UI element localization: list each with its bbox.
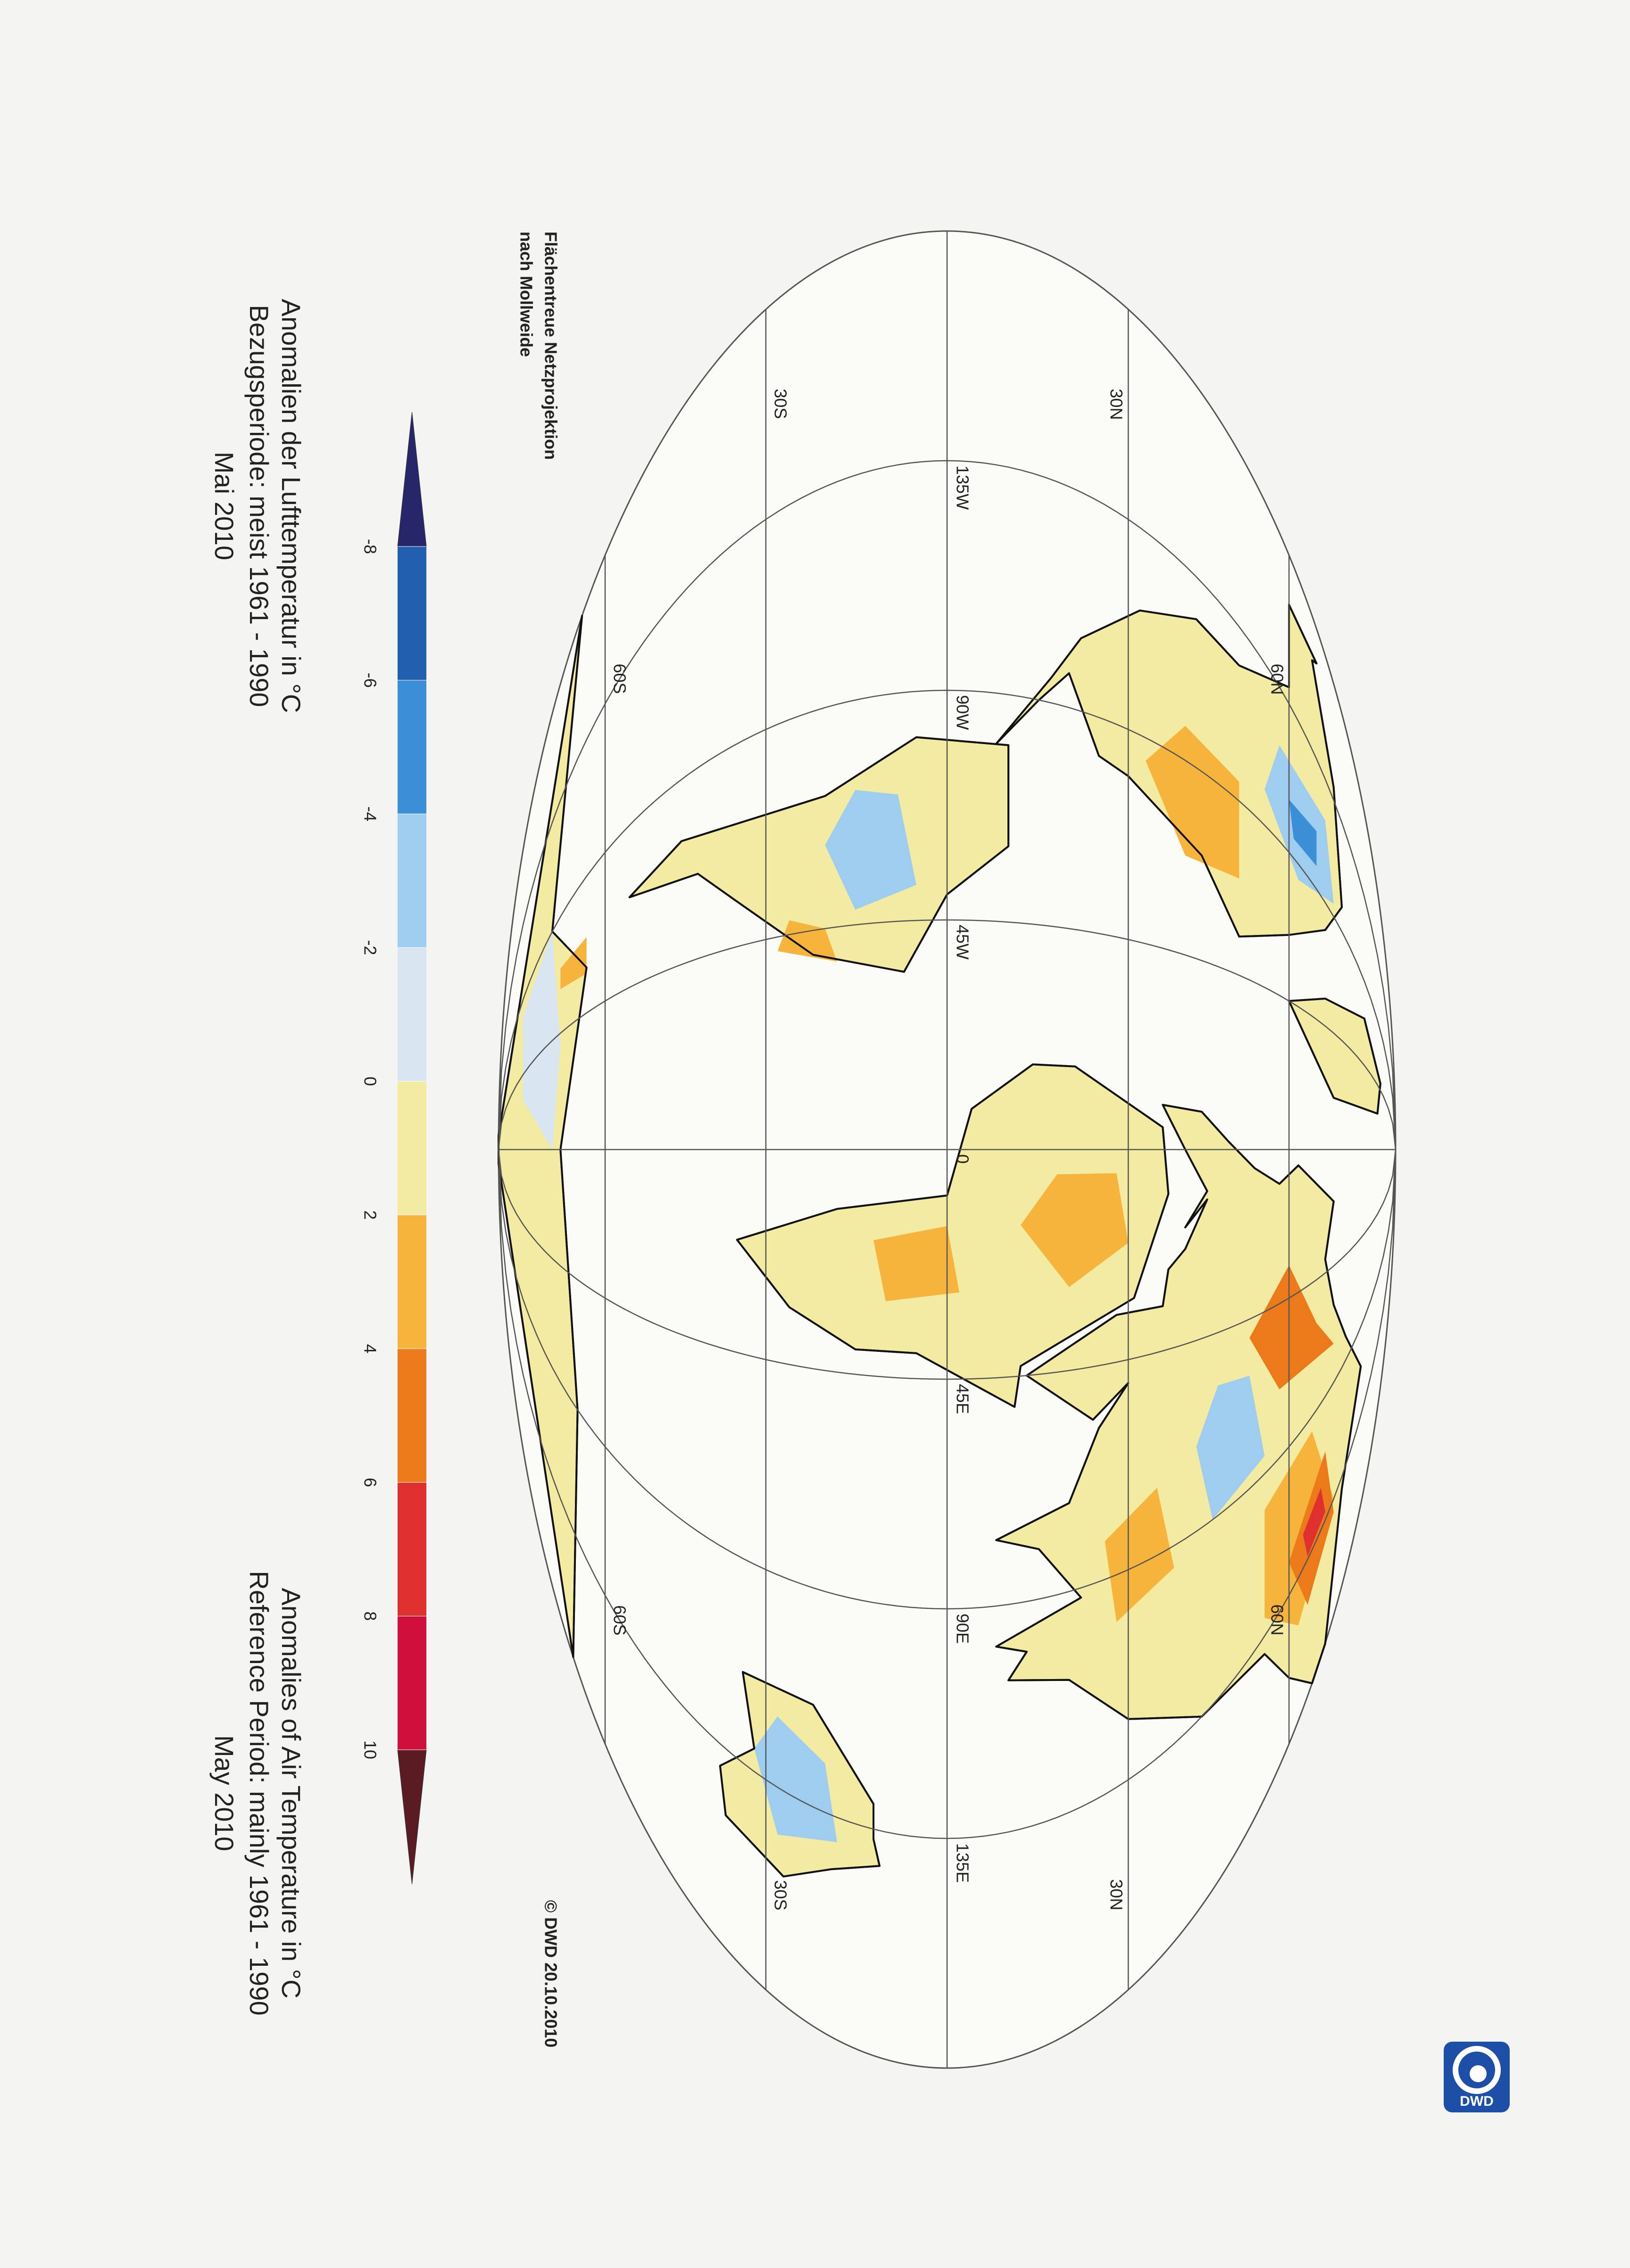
legend-bin bbox=[398, 1349, 426, 1482]
longitude-label: 90W bbox=[953, 695, 972, 730]
longitude-label: 135E bbox=[953, 1843, 972, 1883]
coastline bbox=[736, 1063, 1170, 1408]
latitude-label: 60N bbox=[1268, 664, 1287, 695]
longitude-label: 45W bbox=[953, 925, 972, 960]
anomaly-region bbox=[1146, 726, 1239, 879]
anomaly-region bbox=[1303, 1488, 1325, 1556]
longitude-label: 90E bbox=[953, 1614, 972, 1644]
anomaly-region bbox=[523, 931, 561, 1150]
anomaly-region bbox=[777, 920, 837, 962]
latitude-label: 30N bbox=[1107, 1879, 1126, 1910]
title-en-line: Reference Period: mainly 1961 - 1990 bbox=[244, 1571, 274, 2015]
landscape-layer: 135W 90W 45W 0 45E 90E 135E 60N 60N 30N 30N 30S 30S 6… bbox=[209, 230, 1510, 2112]
logo: DWD bbox=[1444, 2042, 1510, 2112]
title-en-line: May 2010 bbox=[209, 1735, 239, 1851]
legend-tick-label: 4 bbox=[360, 1344, 380, 1353]
logo-swirl bbox=[1453, 2046, 1501, 2094]
legend-tick-label: 6 bbox=[360, 1478, 380, 1487]
latitude-label: 30S bbox=[771, 389, 790, 419]
coastline bbox=[719, 1671, 881, 1878]
legend-tick-label: 2 bbox=[360, 1210, 380, 1220]
legend-bin bbox=[398, 814, 426, 948]
legend-tick-label: -6 bbox=[360, 673, 380, 688]
anomaly-region bbox=[1021, 1173, 1129, 1287]
legend-bin bbox=[398, 1482, 426, 1616]
anomaly-region bbox=[1289, 799, 1317, 866]
anomaly-region bbox=[1105, 1488, 1174, 1622]
legend-bin bbox=[398, 1215, 426, 1349]
color-legend: -8 -6 -4 -2 0 2 4 6 8 10 bbox=[360, 412, 427, 1885]
title-de-line: Anomalien der Lufttemperatur in °C bbox=[276, 299, 306, 713]
legend-tick-label: 8 bbox=[360, 1611, 380, 1621]
anomaly-region bbox=[825, 790, 916, 910]
logo-text: DWD bbox=[1460, 2094, 1494, 2109]
anomaly-region bbox=[754, 1716, 837, 1842]
legend-bin bbox=[398, 680, 426, 814]
longitude-label: 45E bbox=[953, 1384, 972, 1414]
projection-note: Flächentreue Netzprojektion bbox=[541, 232, 560, 460]
latitude-label: 30S bbox=[771, 1880, 790, 1910]
anomaly-region bbox=[1196, 1375, 1265, 1520]
title-de-line: Mai 2010 bbox=[209, 452, 239, 560]
anomaly-region bbox=[873, 1226, 960, 1301]
legend-tick-label: 10 bbox=[360, 1740, 380, 1759]
legend-bin bbox=[398, 947, 426, 1082]
anomaly-region bbox=[560, 937, 587, 989]
legend-tick-label: 0 bbox=[360, 1076, 380, 1086]
coastline bbox=[995, 1104, 1362, 1720]
latitude-label: 30N bbox=[1107, 389, 1126, 420]
title-en-line: Anomalies of Air Temperature in °C bbox=[276, 1588, 306, 1998]
anomaly-region bbox=[1249, 1265, 1334, 1390]
legend-bin bbox=[398, 1081, 426, 1215]
legend-tick-label: -8 bbox=[360, 539, 380, 554]
latitude-label: 60N bbox=[1268, 1604, 1287, 1635]
legend-bin bbox=[398, 1616, 426, 1750]
coastline bbox=[628, 736, 1010, 973]
legend-tick-label: -2 bbox=[360, 940, 380, 955]
longitude-label: 135W bbox=[953, 465, 972, 510]
legend-tick-label: -4 bbox=[360, 806, 380, 821]
logo-swirl bbox=[1470, 2065, 1487, 2082]
copyright: © DWD 20.10.2010 bbox=[541, 1900, 560, 2048]
projection-note: nach Mollweide bbox=[516, 232, 536, 357]
latitude-label: 60S bbox=[610, 1605, 629, 1635]
latitude-label: 60S bbox=[610, 664, 629, 694]
title-de-line: Bezugsperiode: meist 1961 - 1990 bbox=[244, 305, 274, 707]
legend-bin bbox=[398, 546, 426, 680]
map: 135W 90W 45W 0 45E 90E 135E 60N 60N 30N 30N 30S 30S 6… bbox=[498, 230, 1397, 2069]
longitude-label: 0 bbox=[953, 1154, 972, 1164]
